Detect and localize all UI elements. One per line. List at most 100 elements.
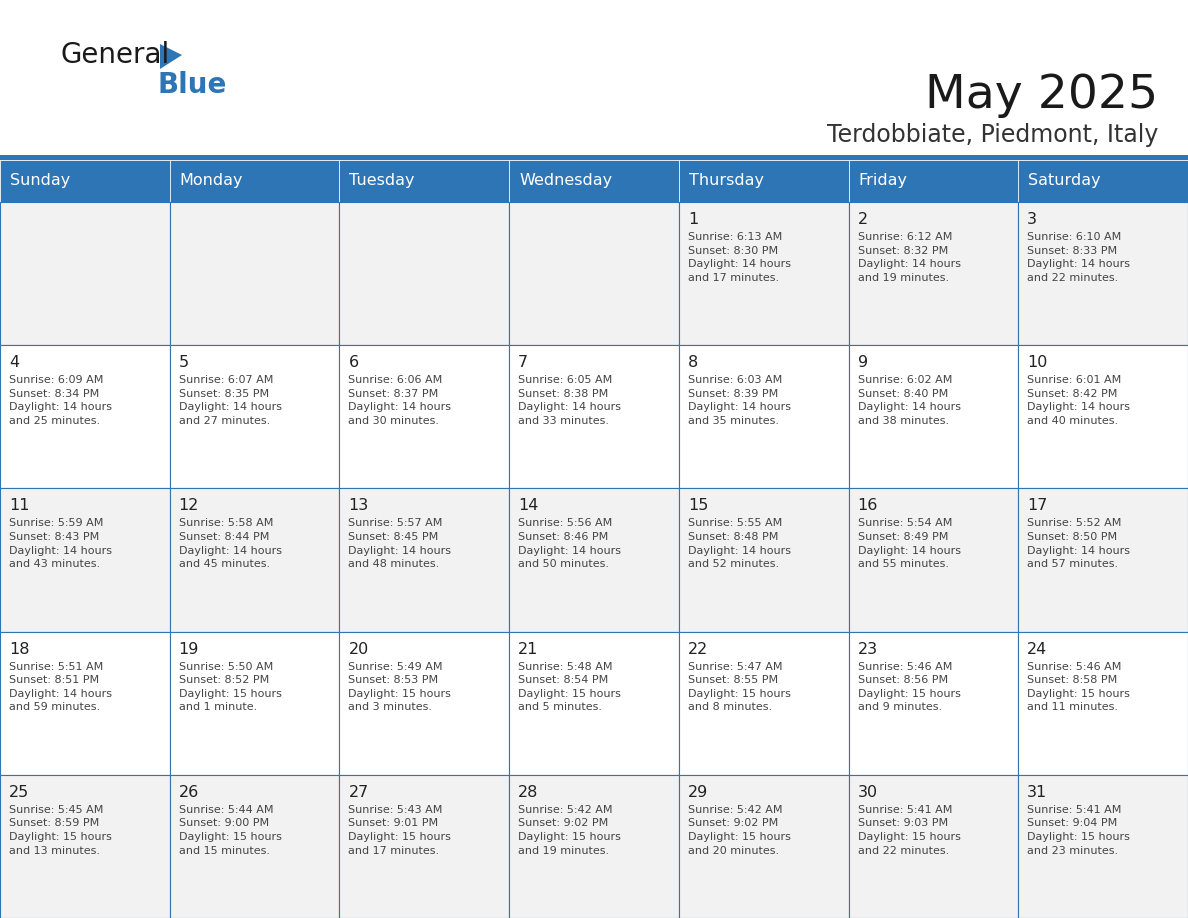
Bar: [170, 202, 340, 345]
Bar: [1018, 632, 1188, 775]
Text: 24: 24: [1028, 642, 1048, 656]
Bar: [340, 202, 510, 345]
Text: Sunrise: 5:56 AM
Sunset: 8:46 PM
Daylight: 14 hours
and 50 minutes.: Sunrise: 5:56 AM Sunset: 8:46 PM Dayligh…: [518, 519, 621, 569]
Text: Sunday: Sunday: [10, 174, 70, 188]
Text: Sunrise: 5:50 AM
Sunset: 8:52 PM
Daylight: 15 hours
and 1 minute.: Sunrise: 5:50 AM Sunset: 8:52 PM Dayligh…: [178, 662, 282, 712]
Bar: [848, 202, 1018, 345]
Text: Sunrise: 6:06 AM
Sunset: 8:37 PM
Daylight: 14 hours
and 30 minutes.: Sunrise: 6:06 AM Sunset: 8:37 PM Dayligh…: [348, 375, 451, 426]
Bar: [1018, 775, 1188, 918]
Text: 5: 5: [178, 355, 189, 370]
Text: Sunrise: 6:12 AM
Sunset: 8:32 PM
Daylight: 14 hours
and 19 minutes.: Sunrise: 6:12 AM Sunset: 8:32 PM Dayligh…: [858, 232, 961, 283]
Text: 1: 1: [688, 212, 699, 227]
Text: Sunrise: 5:57 AM
Sunset: 8:45 PM
Daylight: 14 hours
and 48 minutes.: Sunrise: 5:57 AM Sunset: 8:45 PM Dayligh…: [348, 519, 451, 569]
Bar: [678, 775, 848, 918]
Bar: [848, 488, 1018, 632]
Bar: [0, 155, 1188, 160]
Bar: [678, 632, 848, 775]
Bar: [848, 160, 1018, 202]
Text: Sunrise: 5:45 AM
Sunset: 8:59 PM
Daylight: 15 hours
and 13 minutes.: Sunrise: 5:45 AM Sunset: 8:59 PM Dayligh…: [10, 805, 112, 856]
Text: Sunrise: 5:54 AM
Sunset: 8:49 PM
Daylight: 14 hours
and 55 minutes.: Sunrise: 5:54 AM Sunset: 8:49 PM Dayligh…: [858, 519, 961, 569]
Text: Sunrise: 5:46 AM
Sunset: 8:58 PM
Daylight: 15 hours
and 11 minutes.: Sunrise: 5:46 AM Sunset: 8:58 PM Dayligh…: [1028, 662, 1130, 712]
Text: 26: 26: [178, 785, 198, 800]
Bar: [340, 488, 510, 632]
Bar: [510, 345, 678, 488]
Text: 16: 16: [858, 498, 878, 513]
Text: Terdobbiate, Piedmont, Italy: Terdobbiate, Piedmont, Italy: [827, 123, 1158, 147]
Text: Sunrise: 5:55 AM
Sunset: 8:48 PM
Daylight: 14 hours
and 52 minutes.: Sunrise: 5:55 AM Sunset: 8:48 PM Dayligh…: [688, 519, 791, 569]
Text: Sunrise: 6:07 AM
Sunset: 8:35 PM
Daylight: 14 hours
and 27 minutes.: Sunrise: 6:07 AM Sunset: 8:35 PM Dayligh…: [178, 375, 282, 426]
Text: Sunrise: 5:51 AM
Sunset: 8:51 PM
Daylight: 14 hours
and 59 minutes.: Sunrise: 5:51 AM Sunset: 8:51 PM Dayligh…: [10, 662, 112, 712]
Text: 6: 6: [348, 355, 359, 370]
Text: Friday: Friday: [859, 174, 908, 188]
Text: Tuesday: Tuesday: [349, 174, 415, 188]
Bar: [170, 775, 340, 918]
Text: May 2025: May 2025: [925, 73, 1158, 118]
Bar: [0, 345, 170, 488]
Text: Sunrise: 6:03 AM
Sunset: 8:39 PM
Daylight: 14 hours
and 35 minutes.: Sunrise: 6:03 AM Sunset: 8:39 PM Dayligh…: [688, 375, 791, 426]
Bar: [0, 160, 170, 202]
Text: Sunrise: 6:09 AM
Sunset: 8:34 PM
Daylight: 14 hours
and 25 minutes.: Sunrise: 6:09 AM Sunset: 8:34 PM Dayligh…: [10, 375, 112, 426]
Bar: [848, 632, 1018, 775]
Bar: [170, 160, 340, 202]
Text: 17: 17: [1028, 498, 1048, 513]
Text: 7: 7: [518, 355, 529, 370]
Text: Sunrise: 5:58 AM
Sunset: 8:44 PM
Daylight: 14 hours
and 45 minutes.: Sunrise: 5:58 AM Sunset: 8:44 PM Dayligh…: [178, 519, 282, 569]
Text: 22: 22: [688, 642, 708, 656]
Text: Sunrise: 5:52 AM
Sunset: 8:50 PM
Daylight: 14 hours
and 57 minutes.: Sunrise: 5:52 AM Sunset: 8:50 PM Dayligh…: [1028, 519, 1130, 569]
Text: Sunrise: 5:42 AM
Sunset: 9:02 PM
Daylight: 15 hours
and 20 minutes.: Sunrise: 5:42 AM Sunset: 9:02 PM Dayligh…: [688, 805, 791, 856]
Bar: [1018, 202, 1188, 345]
Text: Sunrise: 5:41 AM
Sunset: 9:03 PM
Daylight: 15 hours
and 22 minutes.: Sunrise: 5:41 AM Sunset: 9:03 PM Dayligh…: [858, 805, 960, 856]
Bar: [170, 488, 340, 632]
Bar: [678, 488, 848, 632]
Polygon shape: [160, 44, 182, 69]
Text: 2: 2: [858, 212, 867, 227]
Bar: [678, 345, 848, 488]
Bar: [1018, 160, 1188, 202]
Bar: [510, 775, 678, 918]
Text: Sunrise: 5:41 AM
Sunset: 9:04 PM
Daylight: 15 hours
and 23 minutes.: Sunrise: 5:41 AM Sunset: 9:04 PM Dayligh…: [1028, 805, 1130, 856]
Bar: [510, 202, 678, 345]
Text: Sunrise: 5:43 AM
Sunset: 9:01 PM
Daylight: 15 hours
and 17 minutes.: Sunrise: 5:43 AM Sunset: 9:01 PM Dayligh…: [348, 805, 451, 856]
Text: Sunrise: 6:02 AM
Sunset: 8:40 PM
Daylight: 14 hours
and 38 minutes.: Sunrise: 6:02 AM Sunset: 8:40 PM Dayligh…: [858, 375, 961, 426]
Text: 11: 11: [10, 498, 30, 513]
Bar: [340, 160, 510, 202]
Text: Sunrise: 5:49 AM
Sunset: 8:53 PM
Daylight: 15 hours
and 3 minutes.: Sunrise: 5:49 AM Sunset: 8:53 PM Dayligh…: [348, 662, 451, 712]
Text: Sunrise: 6:10 AM
Sunset: 8:33 PM
Daylight: 14 hours
and 22 minutes.: Sunrise: 6:10 AM Sunset: 8:33 PM Dayligh…: [1028, 232, 1130, 283]
Text: 8: 8: [688, 355, 699, 370]
Bar: [0, 775, 170, 918]
Text: 18: 18: [10, 642, 30, 656]
Text: 15: 15: [688, 498, 708, 513]
Text: Sunrise: 5:42 AM
Sunset: 9:02 PM
Daylight: 15 hours
and 19 minutes.: Sunrise: 5:42 AM Sunset: 9:02 PM Dayligh…: [518, 805, 621, 856]
Bar: [510, 488, 678, 632]
Bar: [510, 632, 678, 775]
Text: Sunrise: 6:05 AM
Sunset: 8:38 PM
Daylight: 14 hours
and 33 minutes.: Sunrise: 6:05 AM Sunset: 8:38 PM Dayligh…: [518, 375, 621, 426]
Bar: [170, 632, 340, 775]
Text: Sunrise: 5:46 AM
Sunset: 8:56 PM
Daylight: 15 hours
and 9 minutes.: Sunrise: 5:46 AM Sunset: 8:56 PM Dayligh…: [858, 662, 960, 712]
Text: Sunrise: 6:01 AM
Sunset: 8:42 PM
Daylight: 14 hours
and 40 minutes.: Sunrise: 6:01 AM Sunset: 8:42 PM Dayligh…: [1028, 375, 1130, 426]
Text: 12: 12: [178, 498, 200, 513]
Text: 21: 21: [518, 642, 538, 656]
Bar: [678, 202, 848, 345]
Text: Sunrise: 6:13 AM
Sunset: 8:30 PM
Daylight: 14 hours
and 17 minutes.: Sunrise: 6:13 AM Sunset: 8:30 PM Dayligh…: [688, 232, 791, 283]
Bar: [848, 345, 1018, 488]
Text: 10: 10: [1028, 355, 1048, 370]
Bar: [340, 632, 510, 775]
Text: Monday: Monday: [179, 174, 244, 188]
Bar: [170, 345, 340, 488]
Text: 29: 29: [688, 785, 708, 800]
Text: Blue: Blue: [158, 71, 227, 99]
Text: 3: 3: [1028, 212, 1037, 227]
Text: 20: 20: [348, 642, 368, 656]
Text: 23: 23: [858, 642, 878, 656]
Bar: [0, 202, 170, 345]
Bar: [1018, 345, 1188, 488]
Text: 30: 30: [858, 785, 878, 800]
Bar: [848, 775, 1018, 918]
Bar: [0, 488, 170, 632]
Bar: [1018, 488, 1188, 632]
Bar: [0, 632, 170, 775]
Text: 19: 19: [178, 642, 200, 656]
Bar: [678, 160, 848, 202]
Text: Thursday: Thursday: [689, 174, 764, 188]
Text: Sunrise: 5:44 AM
Sunset: 9:00 PM
Daylight: 15 hours
and 15 minutes.: Sunrise: 5:44 AM Sunset: 9:00 PM Dayligh…: [178, 805, 282, 856]
